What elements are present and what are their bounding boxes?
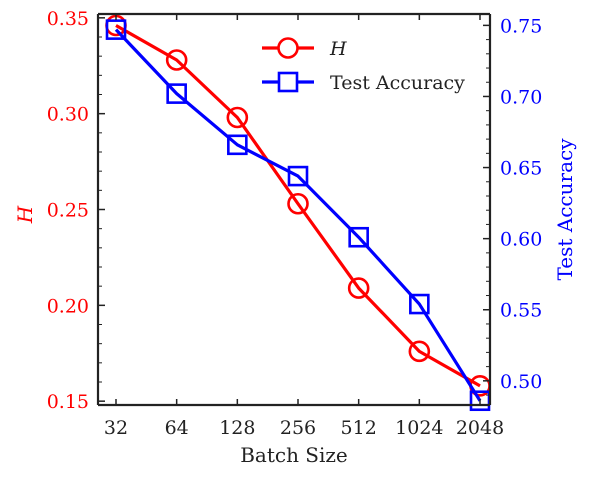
legend-marker-h	[277, 37, 299, 59]
x-tick-label-128: 128	[219, 417, 255, 439]
x-tick-label-256: 256	[280, 417, 316, 439]
series-line-h	[115, 24, 481, 388]
accuracy-point-32	[105, 19, 127, 40]
x-tick-label-32: 32	[104, 417, 128, 439]
legend-marker-test-accuracy	[277, 71, 299, 93]
right-tick-label-0.65: 0.65	[500, 158, 542, 180]
legend-label-test-accuracy: Test Accuracy	[330, 72, 465, 94]
right-tick-label-0.70: 0.70	[500, 86, 542, 108]
accuracy-point-128	[227, 134, 248, 156]
x-tick-label-1024: 1024	[395, 417, 443, 439]
accuracy-point-512	[348, 226, 369, 248]
x-tick-label-64: 64	[165, 417, 189, 439]
right-tick-label-0.60: 0.60	[500, 229, 542, 251]
h-point-512	[347, 277, 370, 299]
h-point-64	[165, 49, 188, 71]
h-point-1024	[408, 340, 431, 363]
series-line-test-accuracy	[114, 28, 482, 402]
left-tick-label-0.35: 0.35	[47, 8, 89, 30]
left-tick-label-0.30: 0.30	[47, 104, 89, 126]
h-point-256	[287, 192, 309, 215]
right-tick-label-0.55: 0.55	[500, 300, 542, 322]
x-tick-label-512: 512	[341, 417, 377, 439]
left-tick-label-0.20: 0.20	[47, 295, 89, 317]
accuracy-point-256	[287, 165, 309, 187]
left-tick-label-0.25: 0.25	[47, 200, 89, 222]
right-axis-label: Test Accuracy	[553, 138, 577, 281]
h-point-128	[226, 106, 249, 129]
accuracy-point-1024	[409, 293, 430, 315]
accuracy-point-64	[166, 83, 187, 104]
left-axis-label: H	[13, 205, 37, 224]
left-tick-label-0.15: 0.15	[47, 391, 89, 413]
legend-label-h: H	[329, 38, 347, 60]
x-tick-label-2048: 2048	[456, 417, 504, 439]
right-tick-label-0.75: 0.75	[500, 15, 542, 37]
plot-layer: 32 64 128 256 512 1024 2048 0.15 0.20 0.25 0.30 0.3…	[13, 8, 577, 467]
x-axis-label: Batch Size	[240, 443, 348, 467]
right-tick-label-0.50: 0.50	[500, 371, 542, 393]
